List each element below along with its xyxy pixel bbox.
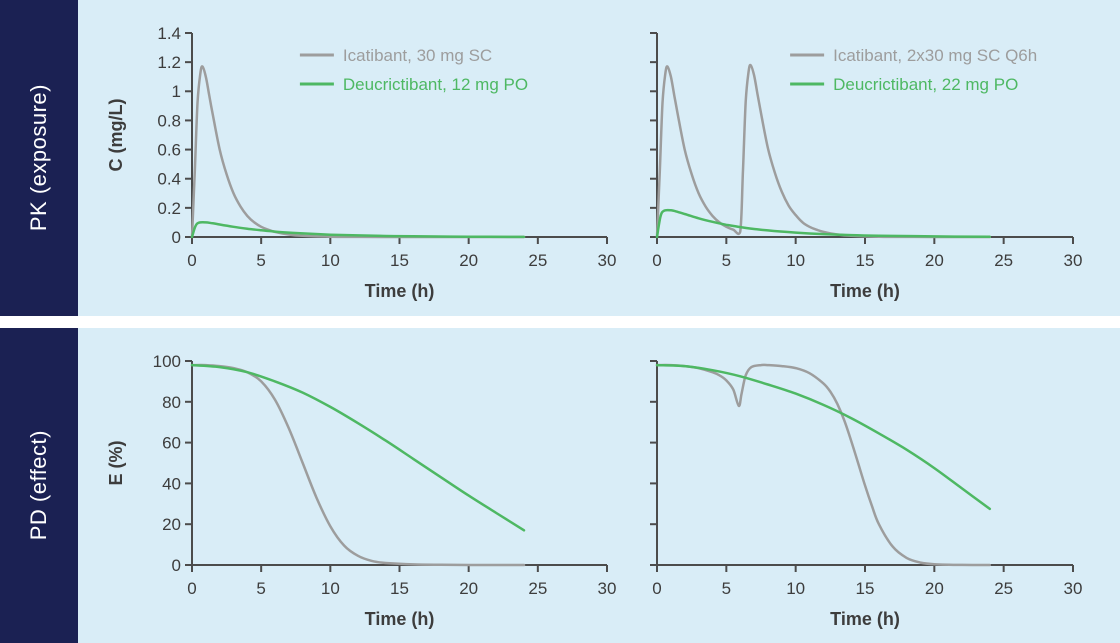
svg-text:0: 0 <box>652 579 661 598</box>
svg-text:E (%): E (%) <box>106 440 126 485</box>
svg-text:100: 100 <box>153 351 181 370</box>
svg-text:Time (h): Time (h) <box>830 281 900 301</box>
svg-text:0.2: 0.2 <box>157 199 181 218</box>
svg-text:1.2: 1.2 <box>157 53 181 72</box>
svg-text:10: 10 <box>786 579 805 598</box>
svg-text:25: 25 <box>994 251 1013 270</box>
svg-text:Time (h): Time (h) <box>830 609 900 629</box>
chart-svg-pk-single-dose: 0 5 10 15 20 25 30 0 0.2 0.4 0.6 0.8 1 1.2 1.4 Time (h)… <box>106 24 617 301</box>
pd-sidebar: PD (effect) <box>0 328 78 643</box>
svg-text:0: 0 <box>652 251 661 270</box>
svg-text:5: 5 <box>256 579 265 598</box>
svg-text:Time (h): Time (h) <box>365 609 435 629</box>
chart-pk-q6h: 0 5 10 15 20 25 30 Time (h) Icatibant, 2x30 mg S… <box>625 7 1085 309</box>
svg-text:30: 30 <box>1064 251 1083 270</box>
svg-text:0.4: 0.4 <box>157 170 181 189</box>
chart-svg-pd-q6h: 0 5 10 15 20 25 30 Time (h) <box>650 359 1083 629</box>
svg-text:30: 30 <box>598 579 617 598</box>
svg-text:0: 0 <box>172 555 181 574</box>
svg-text:25: 25 <box>528 579 547 598</box>
svg-text:25: 25 <box>528 251 547 270</box>
svg-text:1: 1 <box>172 82 181 101</box>
pk-sidebar-label: PK (exposure) <box>26 84 51 232</box>
svg-text:30: 30 <box>598 251 617 270</box>
pk-panel: 0 5 10 15 20 25 30 0 0.2 0.4 0.6 0.8 1 1.2 1.4 Time (h)… <box>78 0 1120 316</box>
svg-text:Icatibant, 30 mg SC: Icatibant, 30 mg SC <box>343 46 492 65</box>
pk-row: PK (exposure) 0 5 10 15 20 25 30 0 0.2 0.4 0.6 0.8 1… <box>0 0 1120 316</box>
svg-text:Deucrictibant, 22 mg PO: Deucrictibant, 22 mg PO <box>833 75 1018 94</box>
pd-row: PD (effect) 0 5 10 15 20 25 30 0 20 40 60 80 100 Time… <box>0 328 1120 643</box>
svg-text:10: 10 <box>321 251 340 270</box>
chart-pd-single-dose: 0 5 10 15 20 25 30 0 20 40 60 80 100 Time (h) E (%) <box>104 335 619 637</box>
svg-text:C (mg/L): C (mg/L) <box>106 99 126 172</box>
svg-text:0.6: 0.6 <box>157 141 181 160</box>
svg-text:5: 5 <box>256 251 265 270</box>
svg-text:20: 20 <box>459 579 478 598</box>
svg-text:Time (h): Time (h) <box>365 281 435 301</box>
pk-sidebar: PK (exposure) <box>0 0 78 316</box>
svg-text:5: 5 <box>722 579 731 598</box>
svg-text:Icatibant, 2x30 mg SC Q6h: Icatibant, 2x30 mg SC Q6h <box>833 46 1037 65</box>
svg-text:0: 0 <box>187 579 196 598</box>
svg-text:1.4: 1.4 <box>157 24 181 43</box>
svg-text:0: 0 <box>172 228 181 247</box>
svg-text:0.8: 0.8 <box>157 111 181 130</box>
svg-text:15: 15 <box>856 579 875 598</box>
chart-svg-pd-single-dose: 0 5 10 15 20 25 30 0 20 40 60 80 100 Time (h) E (%) <box>106 351 617 629</box>
svg-text:80: 80 <box>162 392 181 411</box>
pd-panel: 0 5 10 15 20 25 30 0 20 40 60 80 100 Time (h) E (%) 0 5… <box>78 328 1120 643</box>
svg-text:15: 15 <box>390 579 409 598</box>
svg-text:20: 20 <box>459 251 478 270</box>
svg-text:60: 60 <box>162 433 181 452</box>
svg-text:30: 30 <box>1064 579 1083 598</box>
svg-text:Deucrictibant, 12 mg PO: Deucrictibant, 12 mg PO <box>343 75 528 94</box>
svg-text:15: 15 <box>856 251 875 270</box>
svg-text:20: 20 <box>925 251 944 270</box>
chart-pk-single-dose: 0 5 10 15 20 25 30 0 0.2 0.4 0.6 0.8 1 1.2 1.4 Time (h)… <box>104 7 619 309</box>
chart-pd-q6h: 0 5 10 15 20 25 30 Time (h) <box>625 335 1085 637</box>
svg-text:5: 5 <box>722 251 731 270</box>
svg-text:40: 40 <box>162 474 181 493</box>
svg-text:15: 15 <box>390 251 409 270</box>
pd-sidebar-label: PD (effect) <box>26 430 51 541</box>
svg-text:10: 10 <box>786 251 805 270</box>
svg-text:20: 20 <box>162 515 181 534</box>
chart-svg-pk-q6h: 0 5 10 15 20 25 30 Time (h) Icatibant, 2x30 mg S… <box>650 32 1083 301</box>
svg-text:10: 10 <box>321 579 340 598</box>
svg-text:0: 0 <box>187 251 196 270</box>
svg-text:25: 25 <box>994 579 1013 598</box>
svg-text:20: 20 <box>925 579 944 598</box>
